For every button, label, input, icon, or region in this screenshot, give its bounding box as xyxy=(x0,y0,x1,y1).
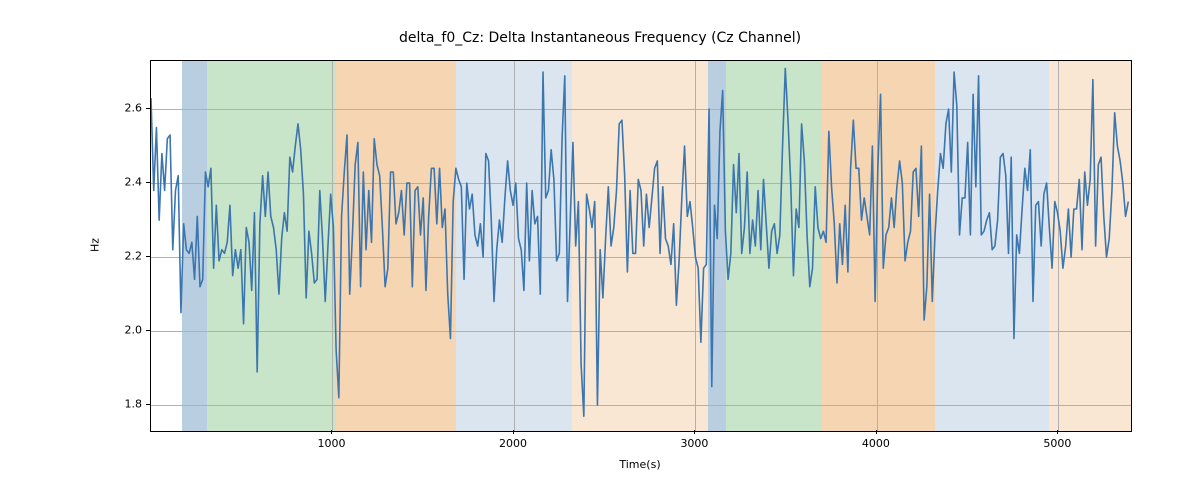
y-tick-label: 1.8 xyxy=(125,398,143,411)
y-tick xyxy=(146,330,150,331)
figure: delta_f0_Cz: Delta Instantaneous Frequen… xyxy=(0,0,1200,500)
plot-area xyxy=(150,60,1132,432)
x-tick-label: 5000 xyxy=(1043,437,1071,450)
x-tick xyxy=(694,430,695,434)
series-line xyxy=(151,68,1128,416)
y-tick-label: 2.4 xyxy=(125,176,143,189)
x-axis-label: Time(s) xyxy=(150,458,1130,471)
y-tick-label: 2.0 xyxy=(125,324,143,337)
x-tick xyxy=(513,430,514,434)
y-tick xyxy=(146,256,150,257)
line-layer xyxy=(151,61,1131,431)
y-tick xyxy=(146,108,150,109)
y-axis-label: Hz xyxy=(89,238,102,252)
y-tick-label: 2.6 xyxy=(125,102,143,115)
x-tick xyxy=(876,430,877,434)
x-tick-label: 2000 xyxy=(499,437,527,450)
x-tick xyxy=(1057,430,1058,434)
y-tick-label: 2.2 xyxy=(125,250,143,263)
x-tick-label: 3000 xyxy=(680,437,708,450)
y-tick xyxy=(146,404,150,405)
x-tick-label: 1000 xyxy=(317,437,345,450)
x-tick xyxy=(331,430,332,434)
chart-title: delta_f0_Cz: Delta Instantaneous Frequen… xyxy=(0,30,1200,46)
y-tick xyxy=(146,182,150,183)
x-tick-label: 4000 xyxy=(862,437,890,450)
